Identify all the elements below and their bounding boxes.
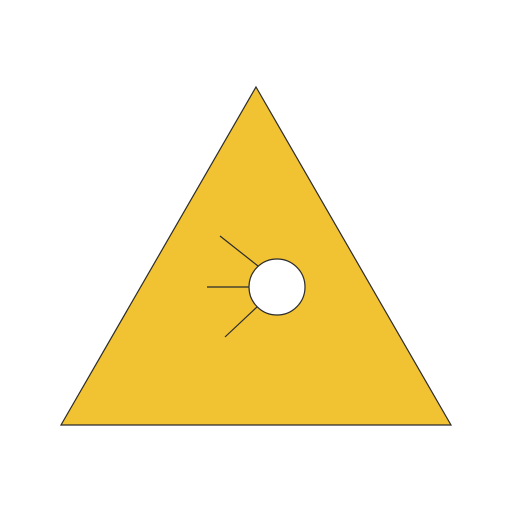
light-emitter-symbol — [207, 235, 306, 338]
ray-upper — [219, 235, 259, 267]
triangle-shape — [59, 85, 453, 426]
light-source-circle — [248, 258, 306, 316]
ray-lower — [224, 305, 259, 338]
